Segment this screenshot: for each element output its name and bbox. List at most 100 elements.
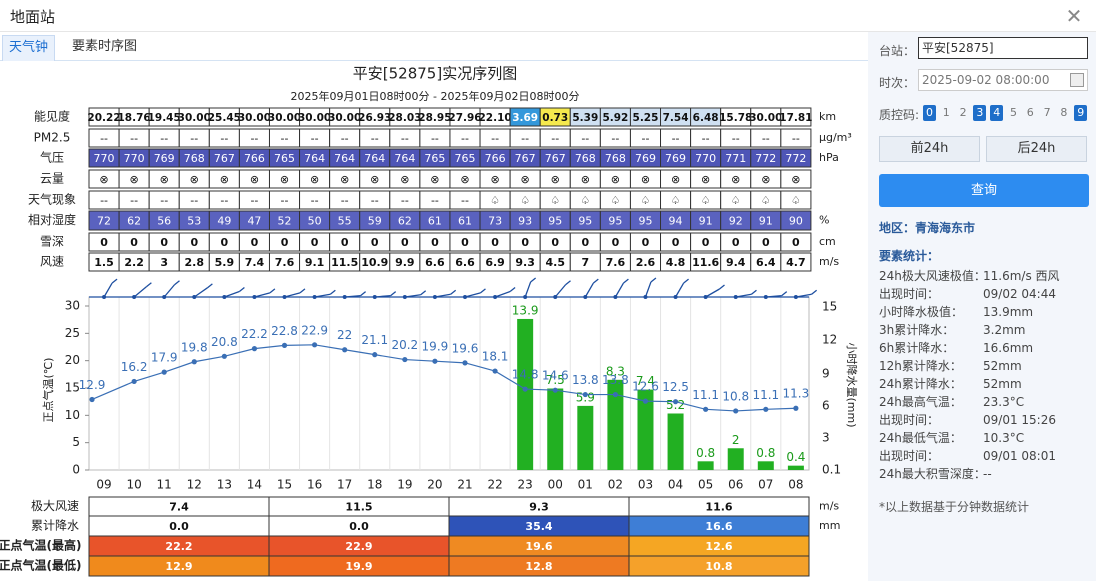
cell-pressure [780, 148, 812, 168]
wind-barb [644, 281, 652, 298]
temp-point [281, 342, 288, 348]
cell-text-snow: 0 [190, 236, 198, 249]
cell-text-cloud: ⊗ [521, 173, 530, 186]
cell-text-wind: 2.2 [124, 256, 144, 269]
station-input[interactable]: 平安[52875] [918, 37, 1088, 59]
summary-value-max_wind: 11.5 [345, 501, 372, 514]
qc-code-2[interactable]: 2 [959, 106, 967, 119]
temp-point [251, 346, 258, 352]
summary-label-precip: 累计降水 [31, 519, 79, 533]
stats-title: 要素统计： [879, 249, 940, 263]
stat-value: 11.6m/s 西风 [983, 269, 1060, 283]
y2-tick-label: 3 [822, 431, 830, 445]
cell-text-snow: 0 [702, 236, 710, 249]
row-unit-snow: cm [819, 235, 836, 248]
temp-label: 19.6 [452, 341, 479, 355]
cell-cloud [780, 169, 812, 189]
time-input[interactable]: 2025-09-02 08:00:00 [918, 69, 1088, 91]
cell-text-snow: 0 [371, 236, 379, 249]
y2-tick-label: 12 [822, 333, 837, 347]
close-icon[interactable]: ✕ [1065, 4, 1083, 28]
cell-text-snow: 0 [792, 236, 800, 249]
qc-code-9[interactable]: 9 [1074, 105, 1088, 121]
cell-text-pm25: -- [130, 132, 138, 145]
wind-barb-feather [751, 289, 757, 295]
cell-text-weather: -- [130, 194, 138, 207]
cell-text-pm25: -- [491, 132, 499, 145]
wind-barb [765, 294, 782, 298]
cell-text-humidity: 91 [759, 215, 773, 228]
cell-text-weather: ♤ [610, 194, 620, 207]
cell-text-wind: 2.6 [636, 256, 656, 269]
cell-text-weather: ♤ [520, 194, 530, 207]
wind-barb [193, 287, 208, 298]
wind-barb [434, 293, 451, 298]
prev-24h-button[interactable]: 前24h [879, 136, 980, 162]
qc-code-3[interactable]: 3 [973, 105, 987, 121]
cell-text-humidity: 95 [638, 215, 652, 228]
cell-text-pressure: 764 [364, 152, 385, 165]
temp-label: 22.9 [301, 323, 328, 337]
cell-text-pressure: 767 [214, 152, 235, 165]
tab-element-series[interactable]: 要素时序图 [72, 39, 138, 54]
query-button[interactable]: 查询 [879, 174, 1089, 207]
cell-text-visibility: 26.93 [358, 112, 391, 124]
cell-text-wind: 10.9 [361, 256, 388, 269]
summary-value-max_wind: 7.4 [169, 501, 189, 514]
summary-unit-precip: mm [819, 519, 840, 532]
cell-text-weather: -- [401, 194, 409, 207]
wind-barb-feather [622, 278, 629, 284]
qc-code-8[interactable]: 8 [1060, 106, 1068, 119]
temp-point [432, 358, 438, 364]
qc-code-7[interactable]: 7 [1043, 106, 1051, 119]
qc-code-0[interactable]: 0 [923, 105, 936, 121]
wind-barb-feather [592, 278, 599, 284]
cell-text-pressure: 766 [485, 152, 506, 165]
cell-text-pm25: -- [431, 132, 439, 145]
qc-code-4[interactable]: 4 [990, 105, 1004, 121]
cell-text-wind: 2.8 [185, 256, 205, 269]
tab-weather-clock[interactable]: 天气钟 [2, 35, 56, 61]
stat-value: -- [983, 467, 992, 481]
cell-text-visibility: 5.25 [633, 112, 659, 124]
cell-text-snow: 0 [311, 236, 319, 249]
cell-text-snow: 0 [732, 236, 740, 249]
cell-text-wind: 3 [160, 256, 168, 269]
qc-code-5[interactable]: 5 [1010, 106, 1017, 119]
plot-frame [88, 296, 810, 471]
cell-text-snow: 0 [612, 236, 620, 249]
stat-key: 24h极大风速极值： [879, 269, 986, 283]
calendar-icon[interactable] [1070, 73, 1084, 87]
y-tick-label: 20 [65, 353, 80, 367]
summary-value-tmin: 19.9 [345, 560, 372, 573]
precip-label: 0.4 [786, 450, 805, 464]
cell-text-humidity: 62 [127, 215, 141, 228]
cell-text-wind: 4.8 [666, 256, 686, 269]
stat-row: 24h最高气温： 23.3°C [879, 394, 1024, 411]
wind-barb-feather [390, 291, 397, 297]
time-value: 2025-09-02 08:00:00 [922, 73, 1050, 87]
cell-text-pressure: 769 [635, 152, 656, 165]
cell-text-cloud: ⊗ [791, 173, 800, 186]
stat-key: 小时降水极值： [879, 305, 964, 319]
qc-code-6[interactable]: 6 [1026, 106, 1034, 119]
cell-text-weather: ♤ [671, 194, 681, 207]
temp-point [402, 356, 408, 363]
x-tick-label: 15 [277, 478, 292, 492]
x-tick-label: 21 [457, 478, 472, 492]
cell-text-visibility: 15.78 [719, 112, 752, 124]
y-tick-label: 0 [72, 463, 80, 477]
temp-point [312, 342, 318, 348]
next-24h-button[interactable]: 后24h [986, 136, 1087, 162]
cell-text-snow: 0 [491, 236, 499, 249]
x-tick-label: 01 [578, 478, 593, 492]
row-label-weather: 天气现象 [28, 192, 76, 207]
qc-code-1[interactable]: 1 [942, 106, 950, 119]
cell-text-pressure: 769 [665, 152, 686, 165]
cell-text-snow: 0 [461, 236, 469, 249]
x-tick-label: 10 [126, 478, 141, 492]
cell-text-weather: ♤ [731, 194, 741, 207]
wind-barb-feather [530, 277, 537, 283]
temp-point [342, 347, 348, 353]
